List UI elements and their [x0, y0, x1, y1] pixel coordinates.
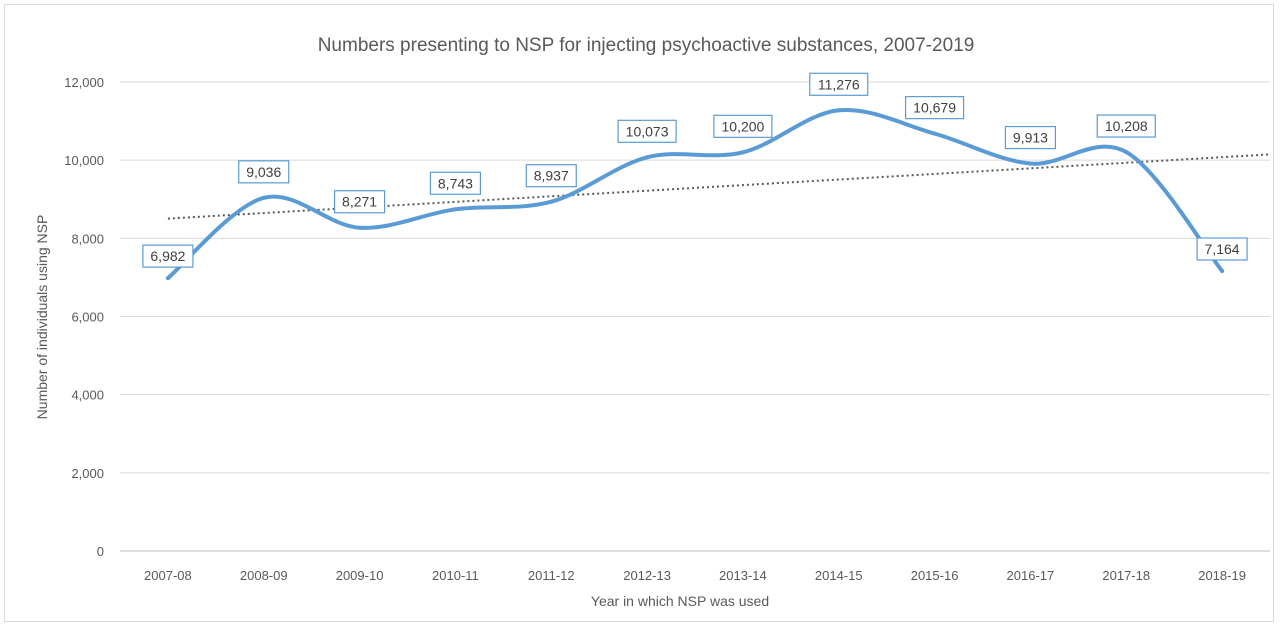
y-tick-label: 0 [97, 544, 104, 559]
data-point [1220, 269, 1225, 274]
svg-text:8,271: 8,271 [342, 194, 377, 210]
svg-text:10,208: 10,208 [1105, 118, 1148, 134]
x-tick-label: 2016-17 [1007, 568, 1055, 583]
svg-text:11,276: 11,276 [818, 76, 860, 92]
data-label: 8,271 [333, 190, 386, 214]
data-label: 10,208 [1096, 114, 1156, 138]
x-tick-label: 2014-15 [815, 568, 863, 583]
svg-text:10,073: 10,073 [626, 123, 669, 139]
x-tick-label: 2015-16 [911, 568, 959, 583]
x-tick-label: 2010-11 [432, 568, 479, 583]
data-point [549, 199, 554, 204]
data-label: 10,073 [617, 119, 677, 143]
x-axis-title: Year in which NSP was used [591, 593, 769, 609]
svg-text:10,200: 10,200 [722, 118, 765, 134]
y-tick-label: 10,000 [64, 153, 104, 168]
svg-text:8,743: 8,743 [438, 175, 473, 191]
data-label: 6,982 [142, 244, 194, 268]
svg-text:9,036: 9,036 [246, 164, 281, 180]
data-label: 8,743 [429, 171, 482, 195]
data-labels: 6,982 9,036 8,271 8,743 8,937 10,073 10,200 11,… [142, 72, 1248, 268]
chart-frame [4, 4, 1274, 622]
y-axis-ticks: 0 2,000 4,000 6,000 8,000 10,000 12,000 [64, 75, 104, 559]
y-tick-label: 12,000 [64, 75, 104, 90]
data-label: 8,937 [525, 164, 577, 188]
svg-text:6,982: 6,982 [150, 248, 185, 264]
y-tick-label: 8,000 [71, 231, 104, 246]
y-tick-label: 2,000 [71, 466, 104, 481]
data-label: 11,276 [809, 72, 869, 96]
svg-text:8,937: 8,937 [534, 168, 569, 184]
series-layer [165, 107, 1225, 281]
data-point [836, 108, 841, 113]
svg-text:7,164: 7,164 [1205, 241, 1240, 257]
data-point [453, 207, 458, 212]
data-label: 10,200 [713, 114, 773, 138]
x-tick-label: 2008-09 [240, 568, 288, 583]
series-line [165, 107, 1225, 281]
x-tick-label: 2011-12 [528, 568, 575, 583]
x-tick-label: 2017-18 [1102, 568, 1150, 583]
x-tick-label: 2007-08 [144, 568, 192, 583]
trendline-layer [167, 153, 1271, 220]
data-point [932, 131, 937, 136]
data-label: 7,164 [1196, 237, 1248, 261]
gridlines [120, 81, 1270, 552]
data-point [1028, 161, 1033, 166]
data-point [740, 150, 745, 155]
data-label: 9,913 [1004, 125, 1057, 150]
y-tick-label: 6,000 [71, 310, 104, 325]
data-label: 10,679 [904, 96, 965, 120]
data-point [1124, 150, 1129, 155]
data-point [357, 225, 362, 230]
y-tick-label: 4,000 [71, 388, 104, 403]
y-axis-title: Number of individuals using NSP [34, 215, 50, 420]
x-tick-label: 2012-13 [623, 568, 671, 583]
data-point [645, 155, 650, 160]
x-tick-label: 2013-14 [719, 568, 767, 583]
svg-text:10,679: 10,679 [913, 100, 956, 116]
chart-title: Numbers presenting to NSP for injecting … [318, 35, 975, 56]
data-point [261, 195, 266, 200]
trendline [167, 153, 1271, 220]
data-point [165, 276, 170, 281]
svg-text:9,913: 9,913 [1013, 130, 1048, 146]
x-tick-label: 2009-10 [336, 568, 384, 583]
x-tick-label: 2018-19 [1198, 568, 1246, 583]
x-axis-ticks: 2007-08 2008-09 2009-10 2010-11 2011-12 2012-… [144, 568, 1246, 583]
data-label: 9,036 [238, 160, 290, 184]
